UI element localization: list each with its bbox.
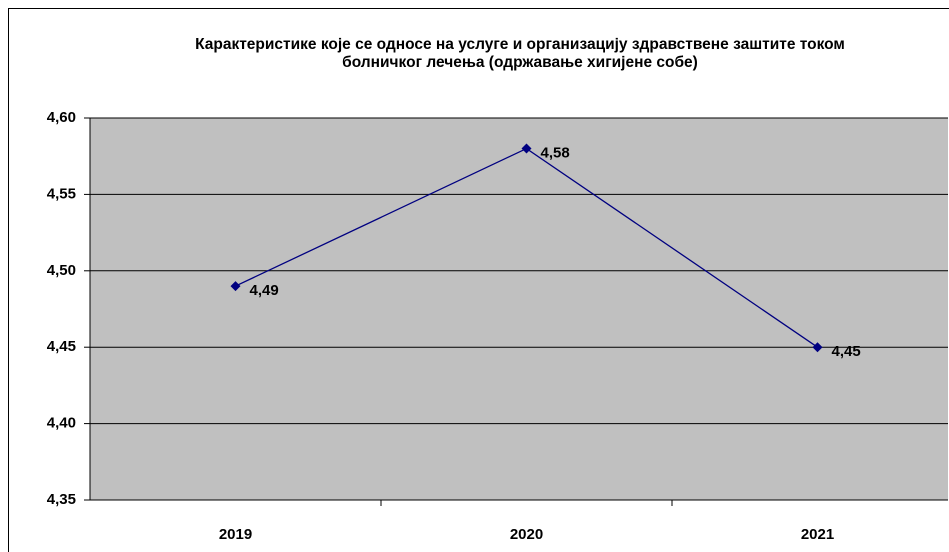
- y-tick-label: 4,35: [47, 491, 76, 508]
- marker: [230, 281, 241, 292]
- x-tick-label: 2021: [801, 526, 834, 543]
- y-tick-label: 4,60: [47, 109, 76, 126]
- marker: [812, 342, 823, 353]
- x-tick-label: 2020: [510, 526, 543, 543]
- data-label: 4,58: [541, 145, 570, 162]
- chart-border: [8, 8, 949, 552]
- y-tick-label: 4,40: [47, 415, 76, 432]
- chart-title: Карактеристике које се односе на услуге …: [195, 36, 845, 71]
- plot-area: [90, 118, 948, 500]
- data-label: 4,45: [832, 343, 861, 360]
- y-tick-label: 4,50: [47, 262, 76, 279]
- y-tick-label: 4,45: [47, 338, 76, 355]
- marker: [521, 143, 532, 154]
- x-tick-label: 2019: [219, 526, 252, 543]
- data-label: 4,49: [250, 282, 279, 299]
- y-tick-label: 4,55: [47, 185, 76, 202]
